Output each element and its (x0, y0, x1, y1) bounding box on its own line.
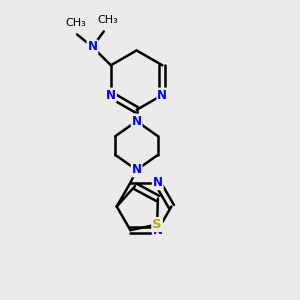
Text: N: N (132, 115, 142, 128)
Text: S: S (152, 218, 162, 231)
Text: CH₃: CH₃ (65, 18, 86, 28)
Text: N: N (132, 164, 142, 176)
Text: N: N (88, 40, 98, 53)
Text: CH₃: CH₃ (97, 15, 118, 25)
Text: N: N (158, 88, 167, 101)
Text: N: N (153, 224, 163, 237)
Text: N: N (106, 88, 116, 101)
Text: N: N (153, 176, 163, 189)
